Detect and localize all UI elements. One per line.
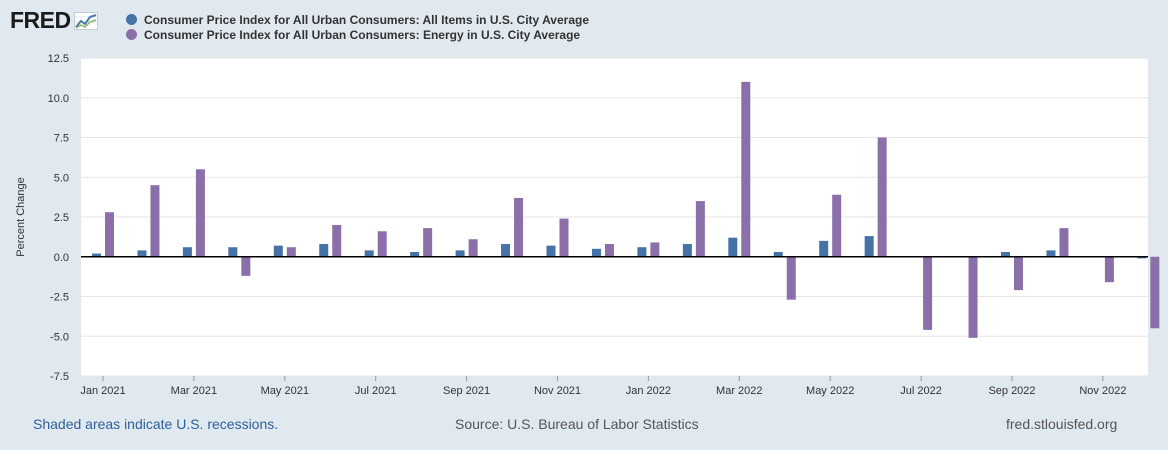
y-tick-label: -7.5	[50, 371, 69, 383]
x-tick-label: Nov 2021	[534, 385, 581, 397]
x-tick-label: May 2022	[806, 385, 854, 397]
bar-energy-sep-2021[interactable]	[468, 239, 478, 257]
x-tick-label: Jul 2021	[355, 385, 397, 397]
bar-energy-may-2021[interactable]	[286, 247, 296, 257]
bar-all-items-apr-2021[interactable]	[228, 247, 238, 257]
y-tick-label: 2.5	[54, 212, 69, 224]
y-tick-label: 0.0	[54, 252, 69, 264]
legend-marker-all-items	[126, 14, 137, 25]
bar-energy-sep-2022[interactable]	[1014, 256, 1023, 291]
x-tick-label: Jan 2022	[626, 385, 671, 397]
legend-marker-energy	[126, 29, 137, 40]
bar-energy-may-2022[interactable]	[832, 194, 842, 257]
bar-all-items-jul-2021[interactable]	[364, 250, 374, 257]
bar-all-items-jan-2021[interactable]	[92, 253, 101, 257]
legend-label-all-items: Consumer Price Index for All Urban Consu…	[144, 12, 589, 27]
bar-energy-jun-2021[interactable]	[332, 224, 342, 257]
y-tick-label: 7.5	[54, 133, 69, 145]
bar-energy-mar-2022[interactable]	[741, 81, 751, 257]
bar-all-items-apr-2022[interactable]	[773, 251, 783, 257]
x-tick-label: Jan 2021	[80, 385, 125, 397]
bar-energy-feb-2022[interactable]	[695, 201, 705, 257]
legend-item-all-items[interactable]: Consumer Price Index for All Urban Consu…	[126, 12, 589, 27]
bar-all-items-aug-2021[interactable]	[410, 251, 420, 257]
bar-all-items-mar-2022[interactable]	[728, 237, 738, 257]
bar-energy-nov-2021[interactable]	[559, 218, 569, 257]
bar-all-items-feb-2022[interactable]	[682, 244, 692, 257]
bar-energy-jul-2022[interactable]	[923, 256, 933, 330]
recession-note: Shaded areas indicate U.S. recessions.	[33, 416, 279, 432]
bar-all-items-may-2021[interactable]	[273, 245, 283, 257]
bar-all-items-oct-2022[interactable]	[1046, 250, 1056, 257]
bar-energy-oct-2021[interactable]	[514, 197, 524, 257]
bar-energy-nov-2022[interactable]	[1104, 256, 1114, 283]
x-tick-label: Sep 2021	[443, 385, 490, 397]
y-axis-ticks: 12.5 10.0 7.5 5.0 2.5 0.0 -2.5 -5.0 -7.5	[48, 53, 69, 383]
bar-energy-jun-2022[interactable]	[877, 137, 887, 257]
bar-energy-aug-2022[interactable]	[968, 256, 978, 338]
source-note: Source: U.S. Bureau of Labor Statistics	[455, 416, 699, 432]
bar-energy-oct-2022[interactable]	[1059, 228, 1069, 257]
line-chart-icon	[73, 11, 98, 30]
bar-all-items-sep-2021[interactable]	[455, 250, 465, 257]
bar-all-items-jun-2022[interactable]	[864, 236, 874, 257]
y-tick-label: 12.5	[48, 53, 69, 65]
legend-label-energy: Consumer Price Index for All Urban Consu…	[144, 27, 581, 42]
logo-text: FRED	[10, 7, 71, 33]
bar-energy-jan-2022[interactable]	[650, 242, 660, 257]
legend-item-energy[interactable]: Consumer Price Index for All Urban Consu…	[126, 27, 589, 42]
bar-all-items-jan-2022[interactable]	[637, 247, 647, 257]
bar-all-items-jun-2021[interactable]	[319, 244, 329, 257]
bar-energy-jan-2021[interactable]	[105, 212, 114, 257]
x-tick-label: Sep 2022	[988, 385, 1035, 397]
y-axis-label: Percent Change	[15, 177, 27, 257]
x-tick-label: Mar 2021	[171, 385, 217, 397]
bar-energy-apr-2021[interactable]	[241, 256, 251, 276]
x-tick-label: Jul 2022	[900, 385, 942, 397]
chart-legend: Consumer Price Index for All Urban Consu…	[126, 12, 589, 42]
y-tick-label: -2.5	[50, 292, 69, 304]
bar-energy-apr-2022[interactable]	[786, 256, 796, 300]
bars	[81, 81, 1160, 338]
y-tick-label: 5.0	[54, 172, 69, 184]
bar-all-items-may-2022[interactable]	[819, 240, 829, 257]
x-tick-label: Nov 2022	[1079, 385, 1126, 397]
y-tick-label: 10.0	[48, 93, 69, 105]
fred-logo[interactable]: FRED	[10, 7, 98, 34]
y-tick-label: -5.0	[50, 331, 69, 343]
bar-energy-dec-2022[interactable]	[1150, 256, 1160, 329]
bar-all-items-feb-2021[interactable]	[137, 250, 147, 257]
bar-all-items-oct-2021[interactable]	[501, 244, 511, 257]
bar-all-items-nov-2021[interactable]	[546, 245, 556, 257]
bar-all-items-sep-2022[interactable]	[1001, 251, 1010, 257]
bar-all-items-dec-2021[interactable]	[591, 248, 601, 257]
bar-all-items-mar-2021[interactable]	[182, 247, 192, 257]
x-tick-label: May 2021	[261, 385, 309, 397]
bar-energy-dec-2021[interactable]	[604, 244, 614, 257]
bar-energy-aug-2021[interactable]	[423, 228, 433, 257]
site-link[interactable]: fred.stlouisfed.org	[1006, 416, 1118, 432]
x-axis-ticks: Jan 2021 Mar 2021 May 2021 Jul 2021 Sep 2021…	[80, 376, 1126, 397]
x-tick-label: Mar 2022	[716, 385, 762, 397]
bar-all-items-dec-2022[interactable]	[1137, 256, 1147, 259]
bar-energy-feb-2021[interactable]	[150, 185, 160, 257]
bar-energy-mar-2021[interactable]	[195, 169, 205, 257]
bar-energy-jul-2021[interactable]	[377, 231, 387, 257]
